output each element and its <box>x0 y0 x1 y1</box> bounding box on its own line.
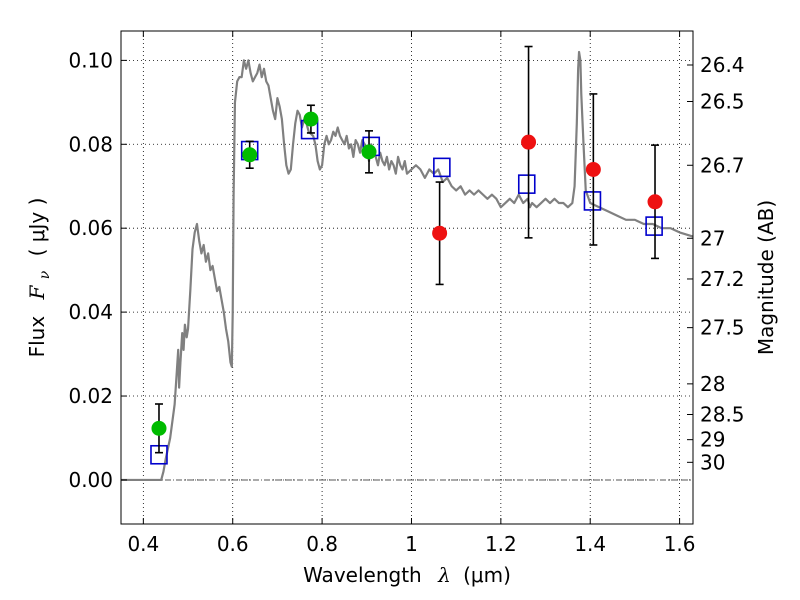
y-axis-symbol: F <box>25 284 49 300</box>
optical-data-point <box>303 111 319 127</box>
y-tick-label: 0.06 <box>68 216 113 240</box>
x-axis-symbol: λ <box>437 563 451 587</box>
axis-ticks: 0.4 0.6 0.8 1 1.2 1.4 1.6 0.00 0.02 0.04 0.06 0.08 0… <box>68 31 745 556</box>
y-tick-label: 0.04 <box>68 300 113 324</box>
x-axis-label: Wavelength <box>303 563 422 587</box>
y-tick-label: 0.08 <box>68 132 113 156</box>
nir-data-point <box>521 134 537 150</box>
model-photometry-square <box>433 157 451 178</box>
plot-frame <box>120 30 694 525</box>
mag-tick-label: 27 <box>700 226 725 250</box>
x-tick-label: 1.4 <box>574 532 606 556</box>
mag-tick-label: 27.5 <box>700 316 745 340</box>
mag-tick-label: 29 <box>700 428 725 452</box>
x-tick-label: 1.2 <box>485 532 517 556</box>
mag-tick-label: 26.5 <box>700 89 745 113</box>
nir-data-point <box>647 194 663 210</box>
x-tick-label: 1 <box>405 532 418 556</box>
mag-tick-label: 27.2 <box>700 267 745 291</box>
y2-axis-title: Magnitude (AB) <box>754 200 778 355</box>
optical-data-point <box>361 144 377 160</box>
x-tick-label: 0.4 <box>127 532 159 556</box>
optical-data-point <box>242 147 258 163</box>
x-axis-unit: (μm) <box>463 563 511 587</box>
y-axis-subscript: ν <box>37 270 53 279</box>
data-series <box>121 45 694 482</box>
model-sed-line <box>121 50 694 482</box>
x-axis-title: Wavelength λ (μm) <box>303 563 511 587</box>
grid-lines <box>121 31 693 524</box>
mag-tick-label: 26.4 <box>700 53 745 77</box>
model-photometry-square <box>583 191 602 211</box>
y-axis-title: Flux F ν ( μJy ) <box>25 198 54 358</box>
y-tick-label: 0.10 <box>68 48 113 72</box>
y-tick-label: 0.02 <box>68 384 113 408</box>
optical-data-point <box>151 420 167 436</box>
mag-tick-label: 28 <box>700 372 725 396</box>
y-axis-unit: ( μJy ) <box>25 198 49 257</box>
nir-data-point <box>585 161 601 177</box>
model-photometry-square <box>645 216 663 236</box>
y-tick-label: 0.00 <box>68 468 113 492</box>
x-tick-label: 0.6 <box>217 532 249 556</box>
x-tick-label: 0.8 <box>306 532 338 556</box>
nir-data-point <box>432 225 448 241</box>
y-axis-label: Flux <box>25 316 49 358</box>
x-tick-label: 1.6 <box>664 532 696 556</box>
mag-tick-label: 28.5 <box>700 402 745 426</box>
mag-tick-label: 30 <box>700 450 725 474</box>
model-photometry-square <box>517 174 536 194</box>
mag-tick-label: 26.7 <box>700 153 745 177</box>
